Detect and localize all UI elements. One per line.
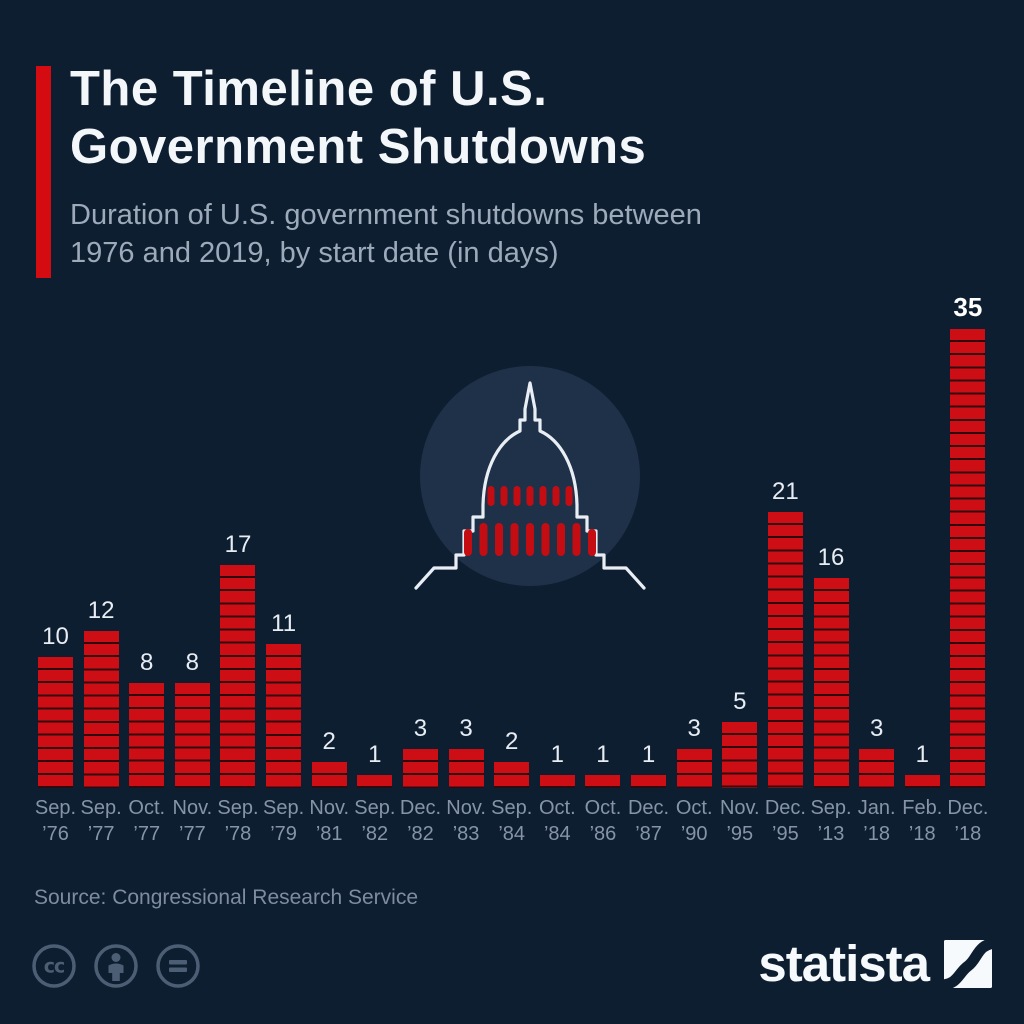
bar-value-label: 2	[505, 728, 519, 755]
x-axis-label: Dec. ’18	[947, 797, 989, 845]
bar	[311, 762, 347, 788]
bar	[83, 631, 119, 788]
x-axis-label: Feb. ’18	[902, 797, 943, 845]
x-axis-label: Nov. ’83	[446, 797, 486, 845]
bar	[220, 565, 256, 788]
chart-title-line2: Government Shutdowns	[70, 120, 647, 174]
x-axis-label: Dec. ’95	[764, 797, 806, 845]
x-axis-label: Dec. ’87	[627, 797, 670, 845]
x-axis-label: Sep. ’78	[217, 797, 259, 845]
bar	[174, 683, 210, 788]
bar	[631, 775, 667, 788]
x-axis-label: Oct. ’84	[538, 797, 576, 845]
bar-value-label: 1	[368, 741, 382, 768]
chart-title-line1: The Timeline of U.S.	[70, 62, 548, 116]
x-axis-label: Dec. ’82	[399, 797, 442, 845]
chart-title: The Timeline of U.S. Government Shutdown…	[70, 60, 646, 176]
cc-icon: cc	[32, 944, 76, 988]
equals-icon	[156, 944, 200, 988]
title-accent-bar	[36, 66, 51, 278]
bar	[402, 749, 438, 788]
chart-subtitle-line2: 1976 and 2019, by start date (in days)	[70, 237, 559, 269]
x-axis-label: Sep. ’79	[263, 797, 305, 845]
source-note: Source: Congressional Research Service	[34, 886, 419, 909]
bar-value-label: 1	[915, 741, 929, 768]
bar-value-label: 3	[459, 715, 473, 742]
bar-value-label: 5	[733, 688, 747, 715]
capitol-outline	[414, 381, 646, 590]
x-axis-label: Nov. ’95	[719, 797, 760, 845]
bar-value-label: 35	[953, 292, 983, 322]
watermark-circle	[420, 366, 640, 586]
bar	[38, 657, 73, 788]
bar-value-label: 2	[322, 728, 336, 755]
bar-value-label: 1	[550, 741, 564, 768]
bar	[813, 578, 849, 788]
bar-value-label: 1	[596, 741, 610, 768]
bar	[494, 762, 530, 788]
license-icons: cc	[30, 942, 202, 990]
chart-subtitle-line1: Duration of U.S. government shutdowns be…	[70, 199, 702, 231]
bar-value-label: 3	[413, 715, 428, 742]
x-axis-label: Oct. ’77	[128, 797, 166, 845]
x-axis-label: Jan. ’18	[857, 797, 896, 845]
bar-value-label: 16	[817, 544, 845, 571]
statista-wordmark: statista	[758, 935, 930, 992]
bar-value-label: 12	[87, 597, 115, 624]
statista-s-curve-icon	[944, 940, 992, 988]
bar	[676, 749, 712, 788]
bar	[585, 775, 621, 788]
bar-value-label: 1	[641, 741, 656, 768]
bar-value-label: 17	[224, 531, 252, 558]
x-axis-label: Sep. ’77	[80, 797, 122, 845]
bar	[448, 749, 484, 788]
x-axis-label: Nov. ’77	[172, 797, 213, 845]
bar	[266, 644, 302, 788]
bar-value-label: 3	[869, 715, 884, 742]
bar	[129, 683, 165, 788]
x-axis-label: Oct. ’86	[584, 797, 622, 845]
capitol-windows	[464, 486, 596, 556]
bar	[904, 775, 940, 788]
bar	[357, 775, 393, 788]
x-axis-label: Nov. ’81	[309, 797, 350, 845]
svg-text:cc: cc	[44, 956, 65, 978]
bar-value-label: 8	[185, 649, 200, 676]
x-axis-label: Oct. ’90	[675, 797, 713, 845]
attribution-person-icon	[94, 944, 138, 988]
chart-subtitle: Duration of U.S. government shutdowns be…	[70, 196, 702, 272]
x-axis-label: Sep. ’13	[810, 797, 852, 845]
bar	[859, 749, 895, 788]
bar-value-label: 10	[42, 623, 69, 650]
bar-value-label: 21	[772, 478, 799, 505]
capitol-building-icon	[414, 366, 646, 590]
bar-value-label: 3	[687, 715, 701, 742]
bar	[722, 722, 758, 788]
x-axis-label: Sep. ’82	[354, 797, 396, 845]
bar	[950, 329, 986, 788]
bar-value-label: 8	[140, 649, 154, 676]
brand: statista	[758, 936, 992, 992]
x-axis-label: Sep. ’84	[491, 797, 533, 845]
x-axis-label: Sep. ’76	[34, 797, 77, 845]
bar	[767, 512, 803, 788]
bar-value-label: 11	[271, 610, 297, 637]
bar	[539, 775, 575, 788]
